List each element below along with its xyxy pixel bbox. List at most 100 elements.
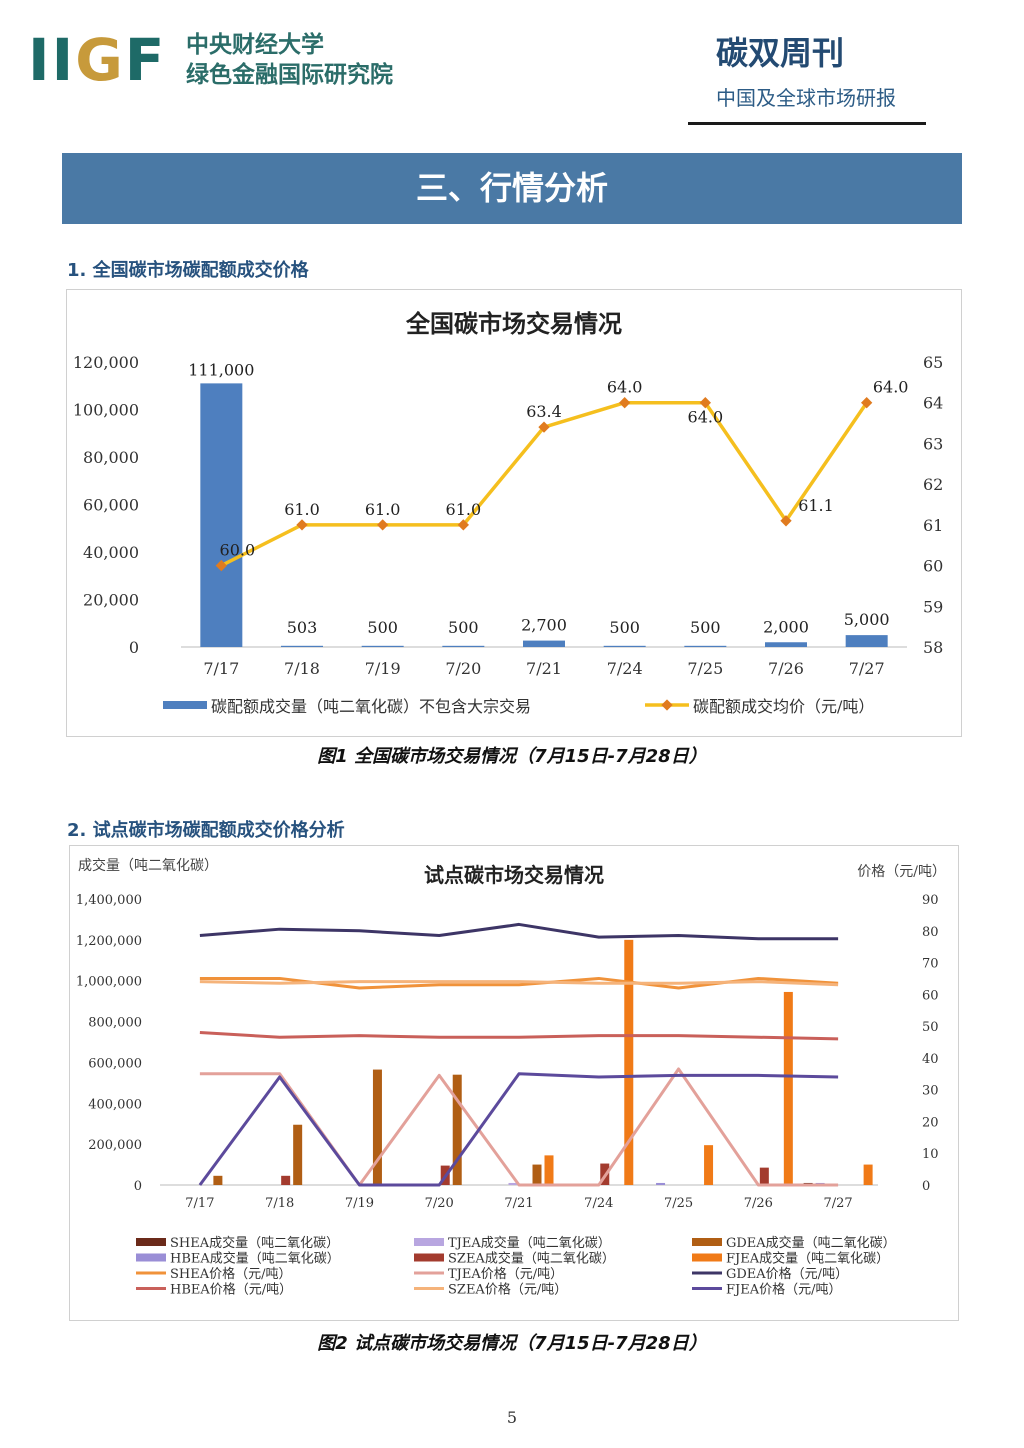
iigf-logo: IIGF xyxy=(28,26,167,94)
x-tick-label: 7/18 xyxy=(284,659,320,678)
x-tick-label: 7/21 xyxy=(504,1196,533,1211)
publication-title: 碳双周刊 xyxy=(716,34,845,72)
volume-bar xyxy=(544,1155,554,1185)
chart1-title: 全国碳市场交易情况 xyxy=(405,309,622,338)
volume-data-label: 500 xyxy=(609,618,640,637)
legend-label: SHEA成交量（吨二氧化碳） xyxy=(170,1235,339,1251)
volume-bar xyxy=(372,1069,382,1185)
volume-data-label: 500 xyxy=(690,618,721,637)
volume-bar xyxy=(452,1074,462,1185)
org-line-1: 中央财经大学 xyxy=(186,32,324,58)
price-line xyxy=(198,1072,839,1187)
legend-label: TJEA成交量（吨二氧化碳） xyxy=(448,1235,611,1251)
price-data-label: 61.0 xyxy=(365,500,401,519)
y-left-tick-label: 60,000 xyxy=(83,496,139,515)
y-left-tick-label: 20,000 xyxy=(83,591,139,610)
volume-bar xyxy=(603,645,646,647)
x-tick-label: 7/20 xyxy=(445,659,481,678)
chart2-title: 试点碳市场交易情况 xyxy=(424,863,604,887)
y-left-tick-label: 100,000 xyxy=(73,401,139,420)
volume-bar xyxy=(863,1164,873,1185)
legend-label-price: 碳配额成交均价（元/吨） xyxy=(693,697,874,716)
x-tick-label: 7/19 xyxy=(345,1196,374,1211)
figure2-caption: 图2 试点碳市场交易情况（7月15日-7月28日） xyxy=(317,1333,707,1354)
price-marker xyxy=(377,519,389,531)
y-right-tick-label: 80 xyxy=(922,925,939,940)
volume-bar xyxy=(281,645,323,647)
national-market-chart: 全国碳市场交易情况 0 20,000 40,000 60,000 80,000 100,00… xyxy=(73,309,944,716)
y-left-tick-label: 40,000 xyxy=(83,543,139,562)
volume-bar xyxy=(845,635,888,647)
x-tick-label: 7/25 xyxy=(687,659,723,678)
y-right-tick-label: 10 xyxy=(922,1147,939,1162)
x-tick-label: 7/26 xyxy=(768,659,804,678)
volume-data-label: 5,000 xyxy=(844,610,890,629)
volume-bar xyxy=(200,383,243,647)
price-data-label: 61.0 xyxy=(446,500,482,519)
legend-swatch-bar xyxy=(136,1238,166,1246)
price-data-label: 60.0 xyxy=(220,541,256,560)
x-tick-label: 7/27 xyxy=(824,1196,853,1211)
legend-label-volume: 碳配额成交量（吨二氧化碳）不包含大宗交易 xyxy=(211,697,531,716)
y-right-tick-label: 63 xyxy=(923,434,943,453)
legend-swatch-bar xyxy=(414,1253,444,1262)
volume-bar xyxy=(656,1182,666,1185)
volume-bar xyxy=(783,991,793,1185)
y-right-tick-label: 40 xyxy=(922,1052,939,1067)
section1-title: 1. 全国碳市场碳配额成交价格 xyxy=(67,260,309,281)
volume-bar xyxy=(765,642,807,647)
y-left-tick-label: 1,200,000 xyxy=(76,934,142,949)
price-data-label: 64.0 xyxy=(873,378,909,397)
y-right-tick-label: 50 xyxy=(922,1020,939,1035)
legend-label: SHEA价格（元/吨） xyxy=(170,1266,292,1282)
x-tick-label: 7/21 xyxy=(526,659,562,678)
header-underline xyxy=(688,122,926,125)
section-banner: 三、行情分析 xyxy=(62,153,962,224)
section2-title: 2. 试点碳市场碳配额成交价格分析 xyxy=(67,820,345,841)
y-right-tick-label: 90 xyxy=(922,893,939,908)
organization-name: 中央财经大学 绿色金融国际研究院 xyxy=(186,30,393,90)
y-right-tick-label: 58 xyxy=(923,638,943,657)
volume-bar xyxy=(442,645,485,647)
volume-data-label: 500 xyxy=(448,618,479,637)
volume-bar xyxy=(704,1145,714,1185)
volume-bar xyxy=(281,1175,291,1185)
chart2-box: 试点碳市场交易情况 成交量（吨二氧化碳） 价格（元/吨） 0 200,000 400,00… xyxy=(69,845,959,1321)
price-marker xyxy=(215,559,227,572)
volume-bar xyxy=(523,640,565,647)
x-tick-label: 7/18 xyxy=(265,1196,294,1211)
volume-bar xyxy=(213,1175,223,1185)
y-left-tick-label: 1,400,000 xyxy=(76,893,142,908)
price-data-label: 61.1 xyxy=(798,496,834,515)
volume-bar xyxy=(759,1167,769,1185)
figure1-caption: 图1 全国碳市场交易情况（7月15日-7月28日） xyxy=(317,746,707,767)
legend-swatch-bar xyxy=(692,1238,722,1246)
legend-label: SZEA成交量（吨二氧化碳） xyxy=(448,1251,615,1267)
y-left-axis-title: 成交量（吨二氧化碳） xyxy=(78,857,218,874)
volume-bar xyxy=(624,939,634,1185)
x-tick-label: 7/24 xyxy=(584,1196,613,1211)
x-tick-label: 7/25 xyxy=(664,1196,693,1211)
y-right-tick-label: 60 xyxy=(923,557,943,576)
y-right-tick-label: 20 xyxy=(922,1115,939,1130)
y-left-tick-label: 120,000 xyxy=(73,353,139,372)
legend-marker-price xyxy=(661,699,673,711)
volume-bar xyxy=(684,645,727,647)
y-right-tick-label: 60 xyxy=(922,988,939,1003)
legend-swatch-bar xyxy=(136,1253,166,1262)
y-left-tick-label: 0 xyxy=(129,638,139,657)
y-left-tick-label: 800,000 xyxy=(88,1016,142,1031)
price-data-label: 61.0 xyxy=(284,500,320,519)
price-data-label: 64.0 xyxy=(688,408,724,427)
price-data-label: 63.4 xyxy=(526,402,562,421)
y-right-tick-label: 70 xyxy=(922,957,939,972)
y-right-tick-label: 64 xyxy=(923,394,943,413)
legend-label: SZEA价格（元/吨） xyxy=(448,1282,567,1298)
y-right-tick-label: 61 xyxy=(923,516,943,535)
y-right-tick-label: 30 xyxy=(922,1084,939,1099)
volume-data-label: 503 xyxy=(287,618,318,637)
price-marker xyxy=(296,519,308,531)
x-tick-label: 7/19 xyxy=(365,659,401,678)
legend-swatch-bar xyxy=(692,1253,722,1262)
price-line xyxy=(199,980,839,987)
